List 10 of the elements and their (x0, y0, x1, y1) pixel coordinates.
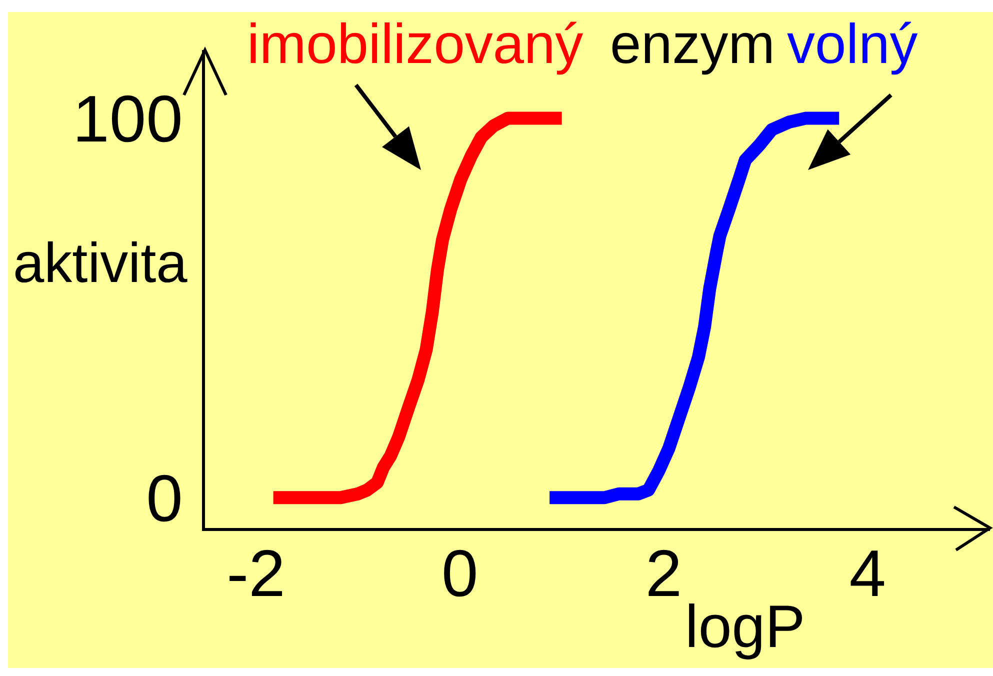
y-axis-title: aktivita (13, 231, 188, 294)
x-tick-label: 4 (849, 536, 886, 610)
y-tick-label: 100 (72, 81, 183, 156)
x-tick-label: 2 (645, 536, 682, 610)
annotation: enzym (610, 12, 775, 75)
series-label: imobilizovaný (247, 12, 584, 75)
x-tick-label: -2 (226, 536, 286, 610)
series-label: volný (787, 12, 918, 75)
x-tick-label: 0 (442, 536, 478, 610)
x-axis-title: logP (685, 593, 806, 660)
